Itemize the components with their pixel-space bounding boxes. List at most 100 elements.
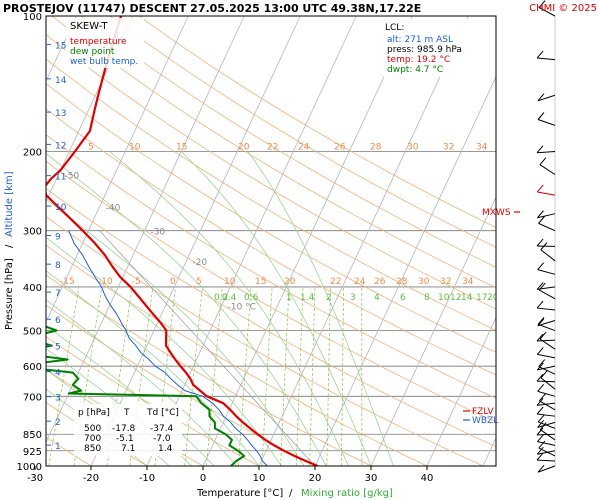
wind-barb-flag [538,359,546,367]
theta-label: 5 [88,142,94,152]
wind-barb [537,441,556,446]
level-table: p [hPa] T Td [°C] 500 -17.8 -37.4 700 -5… [74,404,182,456]
wind-barb [539,289,556,300]
mixing-ratio-label: 1.4 [300,293,315,303]
altitude-tick-label: 12 [55,141,66,151]
theta-label: 15 [255,277,266,287]
theta-label: 22 [330,277,341,287]
wind-barb [537,365,556,371]
wind-barb-flag [538,0,546,8]
y-axis-label: Pressure [hPa] [4,258,15,330]
wind-barb [537,119,556,126]
x-tick-label: -20 [83,473,99,484]
altitude-tick-label: 13 [55,109,66,119]
table-cell: -5.1 [116,434,134,444]
mixing-ratio-label: 3 [350,293,356,303]
dry-adiabat [46,108,496,376]
mixing-ratio-label: 1 [286,293,292,303]
y-tick-label: 850 [23,430,42,441]
wind-barb-flag [536,446,544,455]
altitude-tick-label: 2 [55,418,61,428]
parcel-path [99,230,316,466]
wind-barb [537,213,556,219]
moist-adiabat [46,270,260,466]
moist-adiabat [247,151,394,466]
wind-barb-flag [538,440,546,449]
table-cell: 1.4 [158,444,173,454]
moist-adiabat [46,198,305,466]
wind-barb-flag [536,406,544,415]
wind-barb [537,413,556,417]
isotherm [46,16,245,444]
wind-barb-flag [536,398,544,406]
moist-adiabat [181,151,372,466]
wind-barb [537,402,556,406]
mixing-ratio-label: 17 [476,293,487,303]
x-axis-label: Temperature [°C] [196,488,283,499]
altitude-tick-label: 14 [55,76,67,86]
legend-wet-bulb: wet bulb temp. [70,57,138,67]
lcl-alt: alt: 271 m ASL [387,35,453,45]
wind-barb [538,366,556,375]
y-tick-label: 600 [23,362,42,373]
wind-barb-flag [536,452,544,461]
wind-barb-flag [536,300,544,309]
lcl-title: LCL: [385,23,404,33]
theta-label: 0 [170,277,176,287]
y-axis-label-slash: / [4,244,15,248]
wind-barb [540,377,556,390]
y-tick-label: 300 [23,227,42,238]
series-line-dew-point [46,325,246,466]
table-header-t: T [123,408,130,418]
wind-barb-flag [537,384,545,392]
table-cell: 500 [84,424,101,434]
wind-barb-flag [536,184,544,193]
altitude-tick-label: 6 [55,316,61,326]
legend-title: SKEW-T [70,21,108,32]
y-tick-label: 1000 [17,462,42,473]
theta-label: 10 [129,142,141,152]
dry-adiabat [80,16,496,268]
x-tick-label: 10 [253,473,266,484]
table-cell: 850 [84,444,101,454]
wind-barb [536,433,556,436]
wind-barb-flag [536,333,544,342]
moist-adiabat [109,151,349,466]
wind-barb [537,191,556,196]
table-cell: 700 [84,434,101,444]
x-tick-label: 40 [421,473,434,484]
lcl-temp: temp: 19.2 °C [387,55,450,65]
dry-adiabat [46,83,496,353]
lcl-dwpt: dwpt: 4.7 °C [387,65,443,75]
theta-label: 15 [176,142,187,152]
mixing-ratio-label: 25 [510,293,521,303]
altitude-tick-label: 8 [55,261,61,271]
wind-barb [537,57,556,61]
x-axis-label-slash: / [289,488,293,499]
theta-label: -10 [98,277,113,287]
isotherm [46,16,133,203]
altitude-tick-label: 1 [55,442,61,452]
y-tick-label: 925 [23,447,42,458]
theta-label: -15 [60,277,75,287]
theta-label: 5 [196,277,202,287]
theta-label: 32 [443,142,454,152]
dry-adiabat [109,16,496,248]
theta-label: 26 [334,142,346,152]
dry-adiabat [46,336,260,466]
moist-adiabat [46,152,327,466]
wind-barb-flag [537,317,545,325]
isotherm [90,16,301,466]
isotherm-label: -50 [65,171,80,181]
wind-barb-flag [537,362,544,371]
altitude-tick-label: 5 [55,343,61,353]
wind-barb-flag [537,420,545,428]
wind-barb-flag [537,262,544,270]
wind-barb [540,249,556,262]
mixing-ratio-label: 4 [374,293,380,303]
theta-label: 24 [354,277,366,287]
dry-adiabat [46,304,316,466]
wind-barb-flag [536,427,544,436]
wind-barb [538,7,556,17]
x-tick-label: 20 [309,473,322,484]
